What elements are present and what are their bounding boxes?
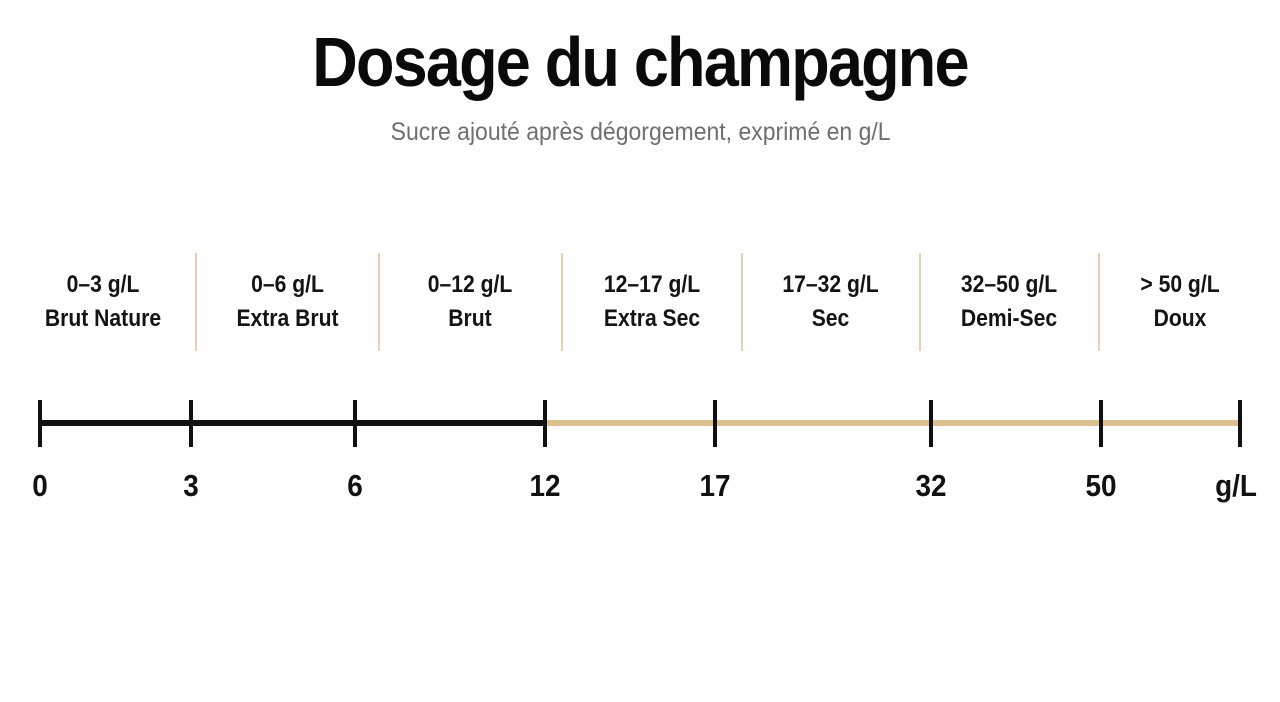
category-separator bbox=[195, 253, 197, 351]
category-range: 0–12 g/L bbox=[427, 271, 513, 298]
category-range: > 50 g/L bbox=[1140, 271, 1220, 298]
tick-label-50: 50 bbox=[1085, 468, 1117, 503]
tick-label-3: 3 bbox=[183, 468, 199, 503]
category-brut-nature: 0–3 g/L Brut Nature bbox=[10, 268, 196, 348]
tick-label-0: 0 bbox=[32, 468, 48, 503]
category-range: 0–6 g/L bbox=[251, 271, 324, 298]
category-range: 17–32 g/L bbox=[782, 271, 879, 298]
category-name: Brut Nature bbox=[44, 305, 162, 332]
category-name: Extra Brut bbox=[236, 305, 339, 332]
tick-label-12: 12 bbox=[529, 468, 561, 503]
dosage-axis bbox=[38, 400, 1242, 447]
category-extra-brut: 0–6 g/L Extra Brut bbox=[196, 268, 379, 348]
category-separator bbox=[919, 253, 921, 351]
category-range: 32–50 g/L bbox=[960, 271, 1058, 298]
category-range: 0–3 g/L bbox=[66, 271, 140, 298]
page-title: Dosage du champagne bbox=[312, 23, 969, 101]
tick-label-32: 32 bbox=[915, 468, 947, 503]
category-demi-sec: 32–50 g/L Demi-Sec bbox=[920, 268, 1098, 348]
category-separator bbox=[741, 253, 743, 351]
category-range: 12–17 g/L bbox=[603, 271, 701, 298]
category-brut: 0–12 g/L Brut bbox=[379, 268, 561, 348]
axis-unit-label: g/L bbox=[1215, 468, 1257, 503]
page-subtitle: Sucre ajouté après dégorgement, exprimé … bbox=[390, 118, 891, 146]
category-separator bbox=[1098, 253, 1100, 351]
category-name: Demi-Sec bbox=[960, 305, 1058, 332]
category-name: Brut bbox=[448, 305, 492, 332]
tick-label-17: 17 bbox=[699, 468, 731, 503]
category-name: Sec bbox=[811, 305, 850, 332]
category-separator bbox=[378, 253, 380, 351]
category-separator bbox=[561, 253, 563, 351]
category-sec: 17–32 g/L Sec bbox=[742, 268, 919, 348]
tick-label-6: 6 bbox=[347, 468, 363, 503]
category-doux: > 50 g/L Doux bbox=[1099, 268, 1261, 348]
category-name: Doux bbox=[1153, 305, 1207, 332]
category-extra-sec: 12–17 g/L Extra Sec bbox=[562, 268, 742, 348]
category-name: Extra Sec bbox=[603, 305, 701, 332]
